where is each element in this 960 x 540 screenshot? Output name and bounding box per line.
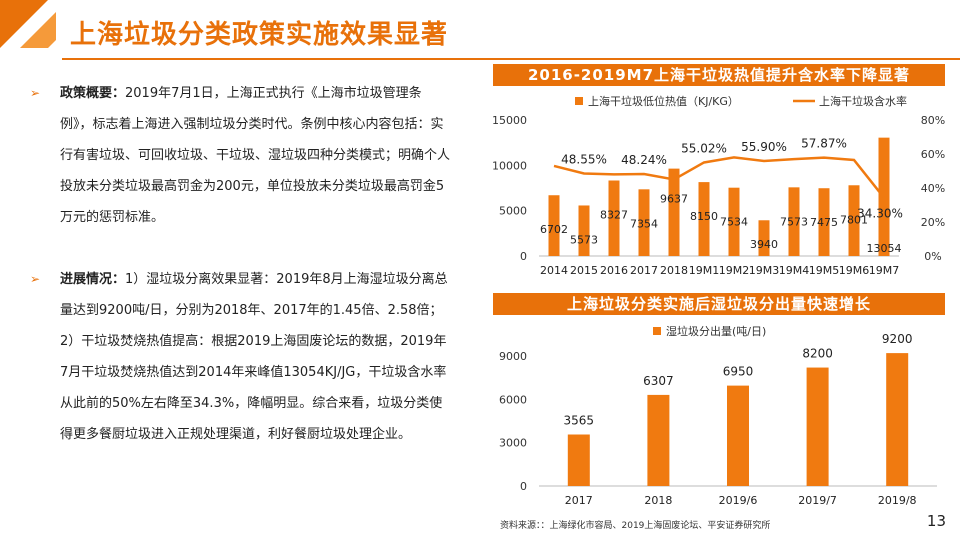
x-tick-label: 2015 xyxy=(570,264,598,277)
bar-value-label: 8200 xyxy=(802,347,833,361)
bar-calorific xyxy=(698,182,710,256)
progress-label: 进展情况： xyxy=(60,272,126,287)
y-tick-label: 5000 xyxy=(499,205,527,218)
progress-text: 1）湿垃圾分离效果显著：2019年8月上海湿垃圾分离总量达到9200吨/日，分别… xyxy=(60,272,448,442)
title-decoration-icon xyxy=(0,0,56,48)
line-value-label: 57.87% xyxy=(801,137,847,151)
y-tick-label: 15000 xyxy=(493,114,527,127)
x-tick-label: 19M2 xyxy=(719,264,750,277)
x-tick-label: 2018 xyxy=(660,264,688,277)
bar-value-label: 5573 xyxy=(570,233,598,246)
calorific-value-moisture-chart: 上海干垃圾低位热值（KJ/KG） 上海干垃圾含水率 0 5000 10000 15000 0… xyxy=(493,94,945,277)
y2-tick-label: 40% xyxy=(921,182,945,195)
bar-wet-waste xyxy=(886,353,909,486)
y-tick-label: 9000 xyxy=(499,350,527,363)
y-tick-label: 0 xyxy=(520,480,527,493)
bar-value-label: 9200 xyxy=(882,332,913,346)
y2-tick-label: 20% xyxy=(921,216,945,229)
bar-calorific xyxy=(758,220,770,256)
policy-summary-paragraph: ➢ 政策概要：2019年7月1日，上海正式执行《上海市垃圾管理条例》，标志着上海… xyxy=(30,78,450,233)
title-divider xyxy=(62,58,960,60)
legend-swatch-wet-waste xyxy=(653,327,661,335)
y2-tick-label: 60% xyxy=(921,148,945,161)
x-tick-label: 2018 xyxy=(644,494,672,507)
bar-calorific xyxy=(608,180,620,256)
bar-value-label: 7475 xyxy=(810,216,838,229)
bar-calorific xyxy=(788,187,800,256)
policy-summary-text: 2019年7月1日，上海正式执行《上海市垃圾管理条例》，标志着上海进入强制垃圾分… xyxy=(60,86,451,225)
source-note: 资料来源：：上海绿化市容局、2019上海固废论坛、平安证券研究所 xyxy=(500,521,771,531)
bar-value-label: 3565 xyxy=(564,414,595,428)
y-tick-label: 6000 xyxy=(499,393,527,406)
page-number: 13 xyxy=(926,512,946,530)
bar-calorific xyxy=(578,205,590,256)
y-tick-label: 3000 xyxy=(499,437,527,450)
bar-value-label: 8327 xyxy=(600,209,628,222)
moisture-line xyxy=(553,156,885,199)
line-value-label: 48.55% xyxy=(561,152,607,166)
x-tick-label: 2017 xyxy=(565,494,593,507)
bar-value-label: 7354 xyxy=(630,217,658,230)
arrow-bullet-icon: ➢ xyxy=(30,86,41,100)
bar-wet-waste xyxy=(806,367,829,486)
bar-value-label: 8150 xyxy=(690,210,718,223)
y-tick-label: 10000 xyxy=(493,159,527,172)
x-tick-label: 2019/6 xyxy=(719,494,758,507)
bar-value-label: 7534 xyxy=(720,216,748,229)
progress-paragraph: ➢ 进展情况：1）湿垃圾分离效果显著：2019年8月上海湿垃圾分离总量达到920… xyxy=(30,264,450,450)
legend-label-calorific: 上海干垃圾低位热值（KJ/KG） xyxy=(588,94,739,108)
x-tick-label: 19M4 xyxy=(779,264,810,277)
bar-calorific xyxy=(668,168,680,256)
page-title: 上海垃圾分类政策实施效果显著 xyxy=(70,20,449,50)
policy-summary-label: 政策概要： xyxy=(60,86,126,101)
bar-wet-waste xyxy=(647,394,670,486)
line-value-label: 48.24% xyxy=(621,153,667,167)
y2-tick-label: 0% xyxy=(924,250,941,263)
bar-value-label: 7573 xyxy=(780,215,808,228)
bar-wet-waste xyxy=(567,434,590,486)
bar-value-label: 6950 xyxy=(723,365,754,379)
x-tick-label: 2014 xyxy=(540,264,568,277)
bar-value-label: 6307 xyxy=(643,374,674,388)
bar-value-label: 3940 xyxy=(750,238,778,251)
bar-wet-waste xyxy=(727,385,749,486)
bar-value-label: 9637 xyxy=(660,193,688,206)
bar-calorific xyxy=(728,187,740,256)
chart1-title: 2016-2019M7上海干垃圾热值提升含水率下降显著 xyxy=(493,64,945,86)
title-bar: 上海垃圾分类政策实施效果显著 xyxy=(0,0,960,70)
bar-value-label: 7801 xyxy=(840,213,868,226)
x-tick-label: 19M3 xyxy=(749,264,780,277)
arrow-bullet-icon: ➢ xyxy=(30,272,41,286)
legend-label-moisture: 上海干垃圾含水率 xyxy=(819,94,907,108)
y-tick-label: 0 xyxy=(520,250,527,263)
x-tick-label: 19M5 xyxy=(809,264,840,277)
bar-calorific xyxy=(848,185,860,256)
bar-calorific xyxy=(638,189,650,256)
left-text-panel: ➢ 政策概要：2019年7月1日，上海正式执行《上海市垃圾管理条例》，标志着上海… xyxy=(30,78,450,450)
line-value-label: 55.90% xyxy=(741,140,787,154)
chart2-title: 上海垃圾分类实施后湿垃圾分出量快速增长 xyxy=(493,293,945,315)
bar-calorific xyxy=(548,195,560,256)
x-tick-label: 2019/7 xyxy=(798,494,837,507)
legend-swatch-calorific xyxy=(575,97,583,105)
legend-label-wet-waste: 湿垃圾分出量(吨/日) xyxy=(666,324,766,338)
x-tick-label: 19M7 xyxy=(869,264,900,277)
x-tick-label: 2016 xyxy=(600,264,628,277)
y2-tick-label: 80% xyxy=(921,114,945,127)
x-tick-label: 2017 xyxy=(630,264,658,277)
line-value-label: 55.02% xyxy=(681,141,727,155)
bar-calorific xyxy=(818,188,830,256)
x-tick-label: 19M6 xyxy=(839,264,870,277)
x-tick-label: 19M1 xyxy=(689,264,720,277)
bar-value-label: 13054 xyxy=(867,242,902,255)
x-tick-label: 2019/8 xyxy=(878,494,917,507)
wet-waste-output-chart: 湿垃圾分出量(吨/日) 0 3000 6000 9000 3565 6307 6950 8200… xyxy=(499,324,937,507)
line-value-label: 34.30% xyxy=(857,207,903,221)
bar-value-label: 6702 xyxy=(540,223,568,236)
